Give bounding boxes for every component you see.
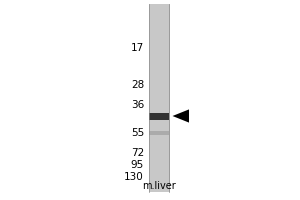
Text: m.liver: m.liver: [142, 181, 176, 191]
Bar: [149, 131, 169, 135]
Text: 17: 17: [131, 43, 144, 53]
Polygon shape: [172, 109, 189, 123]
Text: 95: 95: [131, 160, 144, 170]
Bar: [148, 4, 170, 192]
Text: 130: 130: [124, 172, 144, 182]
Text: 36: 36: [131, 100, 144, 110]
Text: 28: 28: [131, 80, 144, 90]
Bar: [149, 112, 169, 119]
Text: 55: 55: [131, 128, 144, 138]
Text: 72: 72: [131, 148, 144, 158]
